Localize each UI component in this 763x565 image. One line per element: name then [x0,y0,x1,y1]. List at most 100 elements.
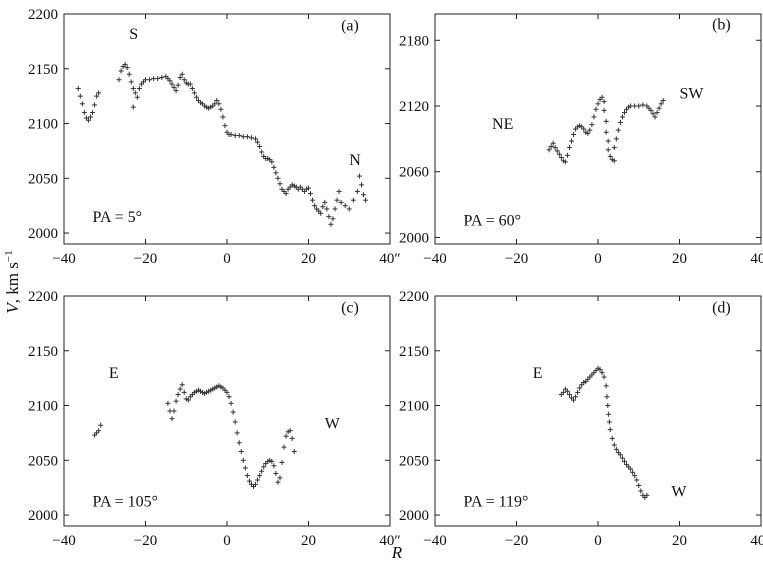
data-point [136,85,142,91]
x-tick-label: −20 [505,251,528,267]
data-point [128,79,134,85]
data-point [230,409,236,415]
data-point [132,90,138,96]
y-tick-label: 2100 [28,117,58,133]
data-point [277,475,283,481]
data-point [283,433,289,439]
annotation: PA = 119° [464,493,529,510]
data-point [222,123,228,129]
data-point [291,449,297,455]
data-point [312,203,318,209]
data-point [271,164,277,170]
y-tick-label: 2050 [28,453,58,469]
data-point [569,138,575,144]
data-point [326,214,332,220]
y-tick-label: 2000 [399,230,429,246]
data-point [660,98,666,104]
panel-d: −40 −20 0 20 40″ 2000 2050 2100 2150 2200 E W PA = 1… [399,289,763,549]
data-point [234,430,240,436]
data-point [118,68,124,74]
data-point [185,397,191,403]
data-point [589,122,595,128]
data-point [94,93,100,99]
data-point [640,102,646,108]
data-point [246,478,252,484]
data-point [346,206,352,212]
data-point [603,129,609,135]
data-point [134,94,140,100]
data-point [228,131,234,137]
data-point [177,75,183,81]
data-point [320,204,326,210]
data-point [155,76,161,82]
data-point [361,192,367,198]
data-point [322,199,328,205]
data-point [87,114,93,120]
plot-frame [63,295,391,527]
plot-frame [434,295,762,527]
data-point [181,389,187,395]
data-point [277,181,283,187]
annotation: S [129,26,138,43]
y-tick-label: 2060 [399,165,429,181]
y-tick-label: 2150 [28,344,58,360]
data-point [177,386,183,392]
x-tick-label: 0 [594,533,602,549]
data-point [75,85,81,91]
data-point [599,94,605,100]
data-point [636,103,642,109]
data-point [564,152,570,158]
data-point [638,488,644,494]
data-point [556,151,562,157]
x-tick-label: 0 [594,251,602,267]
data-point [632,473,638,479]
x-tick-label: −40 [423,533,446,549]
data-point [609,435,615,441]
data-point [336,188,342,194]
data-point [173,88,179,94]
data-point [650,111,656,117]
y-tick-label: 2200 [28,289,58,305]
data-point [224,389,230,395]
data-point [244,473,250,479]
data-point [603,383,609,389]
annotation: W [671,483,687,500]
data-point [599,370,605,376]
data-point [306,185,311,191]
data-point [269,458,275,464]
data-point [605,403,611,409]
data-point [652,114,658,120]
y-tick-label: 2200 [399,289,429,305]
data-point [159,75,165,81]
annotation: (c) [341,299,359,316]
x-tick-label: 20 [301,251,316,267]
data-point [216,101,222,107]
y-tick-label: 2000 [28,226,58,242]
data-point [187,81,193,87]
data-point [281,444,287,450]
annotation: (a) [341,17,359,34]
data-point [96,428,102,434]
data-point [310,197,316,203]
data-point [232,419,238,425]
data-point [546,147,552,153]
data-point [126,71,132,77]
data-point [236,440,242,446]
data-point [116,77,122,83]
data-point [617,452,623,458]
data-point [214,98,220,104]
x-tick-label: 20 [672,533,687,549]
x-tick-label: 0 [223,533,231,549]
data-point [171,84,177,90]
y-tick-label: 2050 [399,453,429,469]
data-point [271,463,277,469]
data-point [628,466,634,472]
data-point [173,398,179,404]
y-tick-label: 2180 [399,33,429,49]
annotation: PA = 105° [93,493,159,510]
data-point [253,481,259,487]
data-point [611,145,617,151]
data-point [169,81,175,87]
data-point [591,114,597,120]
data-point [253,136,259,142]
